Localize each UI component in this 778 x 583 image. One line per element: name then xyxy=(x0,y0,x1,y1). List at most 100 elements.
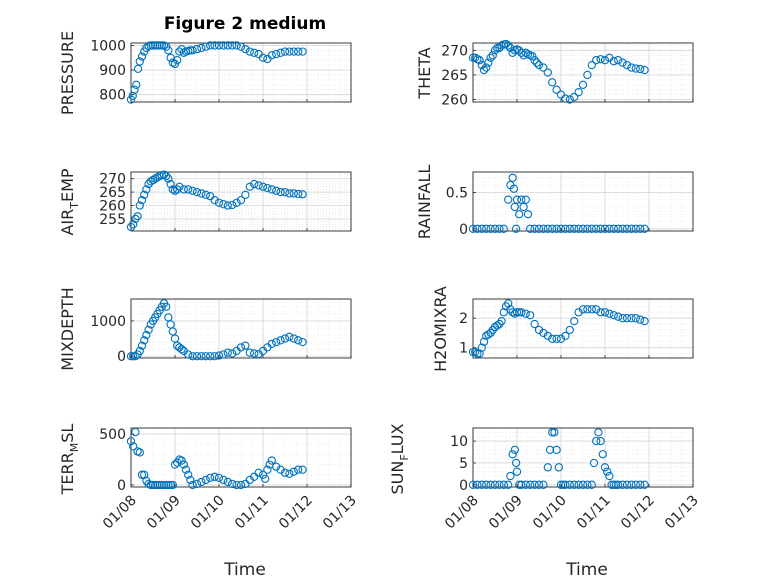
theta-subplot: THETA 260 265 270 xyxy=(415,39,694,109)
terr-msl-point xyxy=(153,480,162,490)
rainfall-point xyxy=(539,224,548,233)
air-temp-ytick-label: 255 xyxy=(99,212,126,228)
sun-flux-point xyxy=(543,463,552,472)
air-temp-point xyxy=(201,190,210,199)
mixdepth-ylabel: MIXDEPTH xyxy=(58,287,77,370)
rainfall-point xyxy=(556,224,566,233)
h2omixra-point xyxy=(504,299,513,308)
theta-point xyxy=(561,94,570,103)
terr-msl-ytick-label: 0 xyxy=(117,478,126,494)
mixdepth-point xyxy=(210,352,219,361)
theta-point xyxy=(631,64,640,73)
terr-msl-point xyxy=(135,448,144,457)
theta-point xyxy=(475,56,484,65)
terr-msl-point xyxy=(285,469,294,478)
mixdepth-point xyxy=(223,348,232,357)
air-temp-point xyxy=(280,187,290,197)
theta-point xyxy=(486,53,495,62)
rainfall-point xyxy=(578,224,588,233)
h2omixra-point xyxy=(609,311,618,320)
rainfall-plot-area xyxy=(473,172,693,231)
h2omixra-point xyxy=(578,305,588,314)
mixdepth-point xyxy=(289,334,298,343)
h2omixra-point xyxy=(539,328,548,338)
pressure-point xyxy=(197,43,206,53)
mixdepth-point xyxy=(142,330,151,340)
theta-point xyxy=(600,56,610,65)
air-temp-point xyxy=(267,185,276,194)
pressure-point xyxy=(157,41,166,50)
air-temp-point xyxy=(210,196,219,205)
h2omixra-point xyxy=(473,349,482,358)
air-temp-point xyxy=(164,174,173,183)
sun-flux-point xyxy=(510,445,519,455)
theta-point xyxy=(534,60,544,70)
theta-point xyxy=(490,46,500,55)
rainfall-point xyxy=(587,224,596,233)
mixdepth-point xyxy=(129,352,138,361)
terr-msl-point xyxy=(164,480,173,490)
terr-msl-point xyxy=(267,456,276,465)
rainfall-point xyxy=(486,224,495,233)
rainfall-point xyxy=(499,224,508,233)
terr-msl-point xyxy=(148,480,158,490)
theta-point xyxy=(614,56,623,65)
sun-flux-point xyxy=(592,436,601,446)
terr-msl-point xyxy=(298,465,307,474)
terr-msl-axes-box xyxy=(130,427,352,488)
h2omixra-point xyxy=(592,305,601,314)
pressure-plot-area xyxy=(131,43,351,102)
h2omixra-point xyxy=(508,308,517,317)
rainfall-point xyxy=(482,224,491,233)
pressure-point xyxy=(192,44,202,54)
terr-msl-point xyxy=(188,480,197,490)
sun-flux-ytick-label: 10 xyxy=(450,434,468,450)
terr-msl-point xyxy=(168,480,177,490)
h2omixra-point xyxy=(512,308,522,317)
pressure-point xyxy=(164,46,173,55)
rainfall-point xyxy=(548,224,557,233)
pressure-point xyxy=(201,42,210,51)
rainfall-point xyxy=(561,224,570,233)
air-temp-point xyxy=(245,182,254,191)
air-temp-point xyxy=(142,185,151,194)
h2omixra-point xyxy=(493,321,502,330)
terr-msl-point xyxy=(179,460,188,469)
h2omixra-point xyxy=(482,331,491,341)
pressure-point xyxy=(272,49,281,59)
sun-flux-point xyxy=(512,467,522,476)
terr-msl-point xyxy=(131,427,140,437)
h2omixra-point xyxy=(497,316,506,326)
terr-msl-point xyxy=(201,475,210,485)
rainfall-point xyxy=(490,224,500,233)
h2omixra-ytick-label: 1 xyxy=(459,341,468,357)
mixdepth-point xyxy=(250,349,259,358)
mixdepth-point xyxy=(245,348,254,357)
sun-flux-point xyxy=(600,463,610,472)
pressure-point xyxy=(146,41,155,50)
theta-plot-area xyxy=(473,43,693,102)
air-temp-point xyxy=(162,171,171,181)
rainfall-point xyxy=(636,224,645,233)
rainfall-point xyxy=(534,224,544,233)
pressure-point xyxy=(280,47,290,56)
h2omixra-point xyxy=(521,309,530,318)
terr-msl-plot-area xyxy=(131,428,351,487)
sun-flux-point xyxy=(607,480,616,489)
rainfall-axes-box xyxy=(472,171,694,232)
pressure-point xyxy=(298,47,307,56)
rainfall-point xyxy=(517,195,526,204)
air-temp-point xyxy=(228,200,237,210)
mixdepth-point xyxy=(201,352,210,361)
theta-point xyxy=(504,41,513,50)
rainfall-point xyxy=(526,224,535,233)
theta-point xyxy=(592,56,601,65)
air-temp-point xyxy=(129,220,138,229)
air-temp-point xyxy=(151,174,160,183)
mixdepth-point xyxy=(214,351,224,360)
sun-flux-point xyxy=(594,428,603,437)
sun-flux-point xyxy=(550,428,559,437)
h2omixra-ylabel: H2OMIXRA xyxy=(431,286,450,372)
pressure-point xyxy=(219,41,228,50)
theta-point xyxy=(521,48,530,57)
